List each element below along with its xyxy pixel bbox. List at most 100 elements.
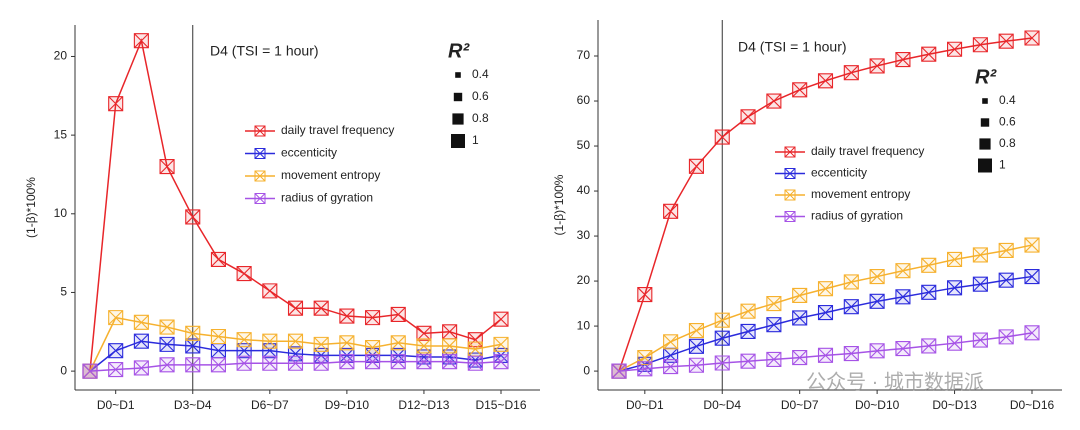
marker (82, 363, 98, 379)
marker (663, 359, 679, 375)
size-legend-marker (455, 72, 461, 78)
legend-marker (254, 193, 266, 204)
marker (792, 287, 808, 304)
legend-label: radius of gyration (811, 209, 903, 223)
marker (493, 336, 509, 352)
y-tick-label: 40 (577, 183, 591, 197)
legend-marker (784, 189, 796, 201)
marker (869, 269, 885, 285)
marker (313, 336, 329, 352)
legend-label: radius of gyration (281, 191, 373, 205)
marker (416, 338, 432, 354)
size-legend-label: 0.6 (472, 89, 489, 103)
marker (185, 338, 201, 354)
marker (947, 280, 963, 296)
legend-marker (784, 211, 796, 222)
marker (467, 341, 483, 357)
marker (817, 347, 834, 363)
marker (740, 109, 756, 125)
marker (817, 281, 834, 297)
marker (766, 296, 782, 312)
marker (287, 333, 304, 349)
legend-marker (784, 146, 796, 158)
y-tick-label: 30 (577, 228, 591, 242)
marker (714, 129, 730, 145)
marker (688, 323, 704, 339)
series-line (89, 38, 502, 372)
marker (416, 354, 432, 370)
marker (442, 354, 458, 370)
marker (210, 343, 226, 359)
legend-label: eccenticity (811, 166, 867, 180)
marker (236, 332, 252, 348)
marker (185, 325, 201, 341)
chart-panel: 0 5 10 15 20 D0~D1 D3~D4 D6~D7 D9~D10 D12~D13 D15~… (24, 25, 540, 412)
annotation: D4 (TSI = 1 hour) (738, 39, 847, 55)
x-tick-label: D6~D7 (251, 398, 289, 412)
marker (339, 308, 355, 324)
size-legend-marker (452, 113, 464, 125)
marker (947, 251, 963, 268)
marker (740, 303, 756, 319)
marker (792, 310, 808, 326)
size-legend-title: R² (975, 66, 997, 88)
legend-label: movement entropy (281, 168, 380, 182)
marker (390, 354, 406, 370)
marker (921, 46, 937, 62)
marker (766, 351, 782, 367)
marker (688, 158, 704, 174)
marker (313, 300, 329, 316)
marker (766, 317, 782, 333)
marker (133, 314, 149, 330)
marker (365, 310, 381, 326)
marker (133, 333, 149, 349)
marker (262, 355, 278, 371)
marker (133, 33, 149, 49)
marker (998, 242, 1014, 259)
marker (1024, 237, 1040, 253)
marker (108, 310, 124, 326)
size-legend-label: 0.8 (472, 111, 489, 125)
size-legend-marker (979, 138, 991, 150)
marker (714, 312, 730, 328)
marker (843, 65, 859, 81)
size-legend-marker (980, 118, 990, 127)
size-legend-label: 1 (999, 158, 1006, 172)
marker (159, 336, 175, 352)
x-tick-label: D9~D10 (325, 398, 370, 412)
y-tick-label: 60 (577, 93, 591, 107)
marker (663, 334, 679, 350)
watermark: 公众号 · 城市数据派 (806, 370, 984, 393)
y-tick-label: 10 (577, 318, 591, 332)
marker (921, 338, 937, 354)
marker (663, 203, 679, 219)
marker (792, 350, 808, 366)
marker (895, 52, 911, 68)
chart-panel: 0 10 20 30 40 50 60 70 D0~D1 D0~D4 D0~D7 D0~D10 D0~D… (552, 20, 1062, 412)
x-tick-label: D12~D13 (398, 398, 449, 412)
marker (972, 247, 988, 263)
marker (869, 58, 885, 74)
marker (688, 357, 704, 373)
marker (287, 355, 304, 371)
size-legend-marker (451, 134, 465, 148)
marker (817, 73, 834, 89)
y-tick-label: 70 (577, 48, 591, 62)
x-tick-label: D15~D16 (475, 398, 526, 412)
marker (921, 257, 937, 273)
marker (1024, 30, 1040, 46)
y-tick-label: 0 (60, 363, 67, 377)
legend-label: eccenticity (281, 146, 337, 160)
marker (442, 338, 458, 354)
x-tick-label: D0~D13 (932, 398, 977, 412)
marker (998, 329, 1014, 345)
y-tick-label: 5 (60, 285, 67, 299)
marker (416, 325, 432, 341)
y-tick-label: 15 (54, 127, 68, 141)
legend-marker (254, 148, 266, 159)
marker (637, 287, 653, 303)
marker (339, 354, 355, 370)
x-tick-label: D3~D4 (174, 398, 212, 412)
marker (714, 330, 730, 346)
annotation: D4 (TSI = 1 hour) (210, 43, 319, 59)
